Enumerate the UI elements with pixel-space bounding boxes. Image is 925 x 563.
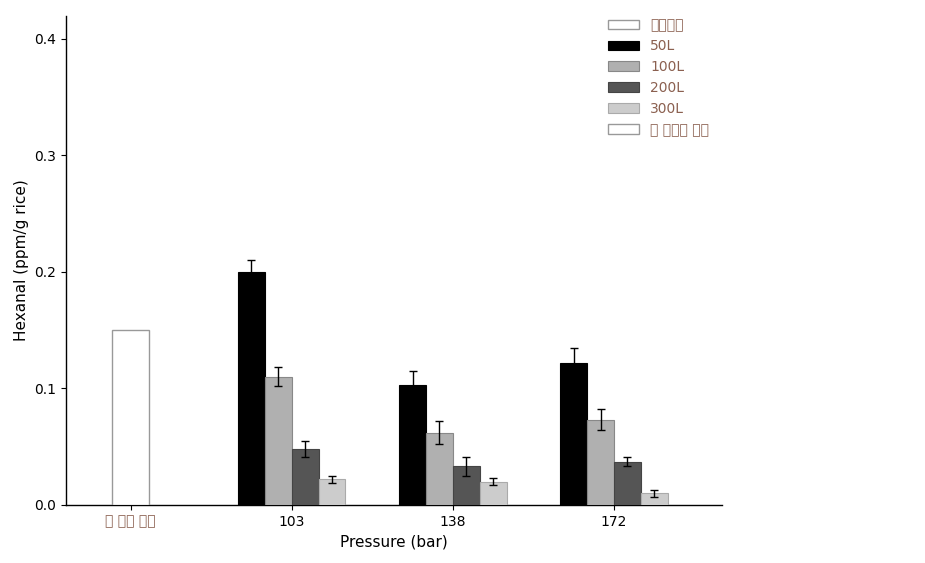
- Bar: [400, 385, 426, 505]
- Bar: [587, 420, 614, 505]
- Bar: [641, 493, 668, 505]
- Y-axis label: Hexanal (ppm/g rice): Hexanal (ppm/g rice): [14, 180, 29, 341]
- Bar: [561, 363, 587, 505]
- Legend: 초기시료, 50L, 100L, 200L, 300L, 줄 대이도 평균: 초기시료, 50L, 100L, 200L, 300L, 줄 대이도 평균: [603, 13, 714, 142]
- Bar: [238, 272, 265, 505]
- Bar: [480, 481, 507, 505]
- Bar: [614, 462, 641, 505]
- Bar: [265, 377, 291, 505]
- Bar: [291, 449, 318, 505]
- Bar: [318, 479, 346, 505]
- Bar: [453, 466, 480, 505]
- X-axis label: Pressure (bar): Pressure (bar): [340, 534, 448, 549]
- Bar: [112, 330, 150, 505]
- Bar: [426, 432, 453, 505]
